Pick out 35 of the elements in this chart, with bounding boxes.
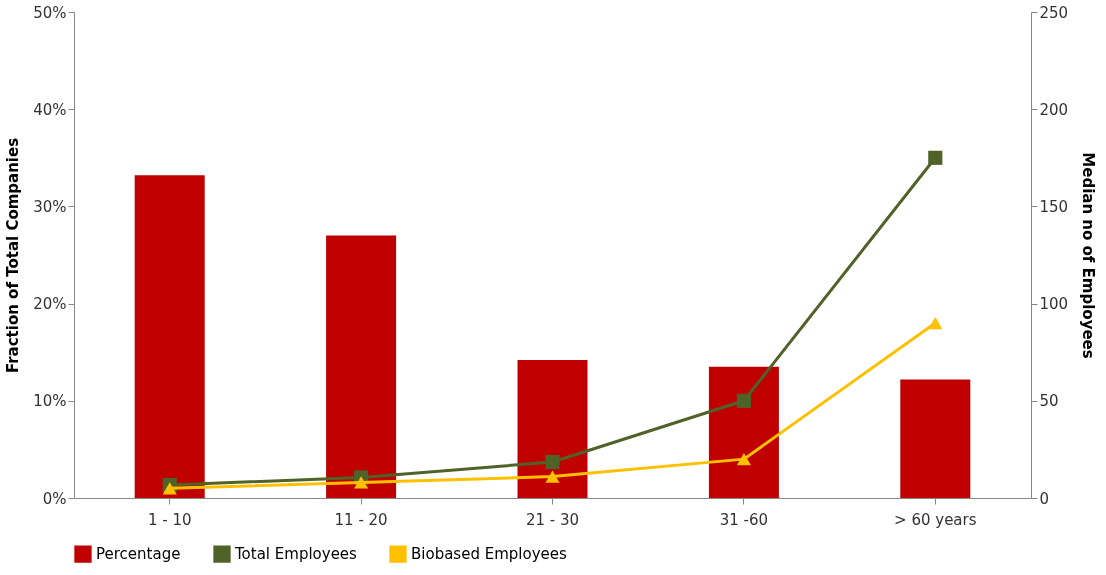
point [928,150,943,165]
x-tick-label: 1 - 10 [147,510,192,529]
point [545,454,560,470]
point [928,316,943,330]
point [545,470,560,483]
point [736,453,751,466]
bar [134,175,205,498]
x-tick-label: 21 - 30 [525,510,580,529]
y2-tick-label: 50 [1039,392,1059,411]
legend-label: Biobased Employees [411,545,567,564]
legend-label: Percentage [96,545,181,564]
point [736,393,751,408]
y2-tick-label: 200 [1039,100,1069,119]
x-tick-label: 31 -60 [719,510,769,529]
y-tick-label: 30% [33,197,67,216]
x-tick-label: 11 - 20 [334,510,388,529]
bar [900,379,971,498]
y2-tick-label: 250 [1039,3,1069,22]
bar [326,235,397,498]
y-tick-label: 20% [33,295,67,314]
point [354,476,369,489]
y2-tick-label: 150 [1039,197,1069,216]
point [162,482,177,495]
y-tick-label: 50% [33,3,67,22]
x-tick-label: > 60 years [894,510,977,529]
y2-tick-label: 0 [1039,489,1050,508]
bar [517,359,588,498]
bar [708,366,779,498]
y-axis-title: Fraction of Total Companies [4,137,23,374]
y2-axis-title: Median no of Employees [1079,152,1098,359]
y-tick-label: 0% [42,489,67,508]
y-tick-label: 10% [33,392,67,411]
y-tick-label: 40% [33,100,67,119]
legend-label: Total Employees [234,545,358,564]
y2-tick-label: 100 [1039,295,1069,314]
